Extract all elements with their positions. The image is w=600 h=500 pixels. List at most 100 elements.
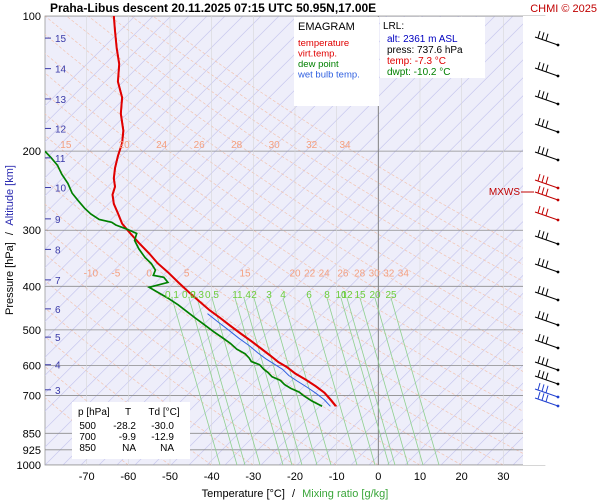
lrl-title: LRL: — [383, 21, 404, 32]
wind-barb-point — [557, 159, 560, 162]
mixing-ratio-label: 1.4 — [237, 290, 251, 301]
wind-barb-point — [557, 219, 560, 222]
grid-annotation: 30 — [269, 140, 281, 151]
grid-annotation: 32 — [383, 268, 395, 279]
grid-annotation: 30 — [369, 268, 381, 279]
mxws-label: MXWS — [489, 187, 520, 198]
table-cell: 700 — [79, 432, 96, 443]
legend-item: temperature — [298, 38, 349, 49]
grid-annotation: 22 — [304, 268, 316, 279]
table-cell: NA — [160, 443, 174, 454]
lrl-press: press: 737.6 hPa — [387, 45, 463, 56]
temperature-ticks: -70 -60 -50 -40 -30 -20 -10 0 10 20 30 — [79, 471, 510, 483]
pressure-tick-label: 300 — [23, 225, 41, 237]
grid-annotation: 24 — [319, 268, 331, 279]
grid-annotation: 15 — [60, 140, 72, 151]
pressure-tick-label: 925 — [23, 445, 41, 457]
grid-annotation: 34 — [339, 140, 351, 151]
lrl-alt: alt: 2361 m ASL — [387, 34, 458, 45]
lrl-panel: LRL: alt: 2361 m ASL press: 737.6 hPa te… — [380, 17, 485, 78]
pressure-tick-label: 1000 — [17, 460, 41, 472]
pressure-tick-label: 400 — [23, 281, 41, 293]
wind-barb-point — [557, 187, 560, 190]
legend-item: wet bulb temp. — [297, 70, 360, 81]
table-header-td: Td [°C] — [148, 407, 179, 418]
altitude-tick-label: 5 — [55, 333, 61, 344]
table-cell: -30.0 — [151, 421, 174, 432]
altitude-tick-label: 15 — [55, 34, 67, 45]
altitude-tick-label: 7 — [55, 276, 61, 287]
data-table: p [hPa] T Td [°C] 500 -28.2 -30.0700 -9.9 -1… — [72, 402, 190, 459]
pressure-tick-label: 100 — [23, 11, 41, 23]
mixing-ratio-label: 8 — [324, 290, 330, 301]
wind-barb-point — [557, 369, 560, 372]
mixing-ratio-label: 2 — [251, 290, 257, 301]
chart-title: Praha-Libus descent 20.11.2025 07:15 UTC… — [50, 1, 376, 15]
altitude-tick-label: 11 — [55, 154, 66, 165]
table-cell: -12.9 — [151, 432, 174, 443]
altitude-tick-label: 6 — [55, 305, 61, 316]
mixing-ratio-label: 6 — [306, 290, 312, 301]
wind-barb-point — [557, 75, 560, 78]
wind-barb-point — [557, 405, 560, 408]
background-grid-line — [567, 16, 600, 465]
grid-annotation: -10 — [84, 268, 99, 279]
legend-item: dew point — [298, 59, 339, 70]
grid-annotation: 20 — [119, 140, 131, 151]
table-cell: 850 — [79, 443, 96, 454]
wind-barb-point — [557, 383, 560, 386]
temperature-tick-label: 20 — [456, 471, 468, 483]
wind-barbs — [523, 16, 565, 465]
altitude-tick-label: 3 — [55, 386, 61, 397]
mixing-ratio-labels: 0.1 0.20.3 0.5 1 1.4 2 3 4 6 8 1012 15 20 25 — [165, 290, 397, 301]
grid-annotation: 5 — [184, 268, 190, 279]
temperature-tick-label: -60 — [120, 471, 136, 483]
table-header-t: T — [125, 407, 131, 418]
x-axis-title: Temperature [°C] / Mixing ratio [g/kg] — [202, 488, 389, 500]
temperature-tick-label: 0 — [375, 471, 381, 483]
table-cell: NA — [122, 443, 136, 454]
grid-annotation: 0 — [146, 268, 152, 279]
altitude-tick-label: 13 — [55, 95, 67, 106]
wind-barb-point — [557, 271, 560, 274]
wind-barb-point — [557, 199, 560, 202]
mixing-ratio-label: 4 — [280, 290, 286, 301]
wind-barb-point — [557, 243, 560, 246]
temperature-tick-label: -20 — [287, 471, 303, 483]
temperature-tick-label: -30 — [245, 471, 261, 483]
wind-barb-point — [557, 299, 560, 302]
pressure-tick-label: 200 — [23, 146, 41, 158]
grid-annotation: 15 — [239, 268, 251, 279]
mixing-ratio-label: 0.3 — [190, 290, 204, 301]
credit-text: CHMI © 2025 — [530, 3, 597, 15]
grid-annotation: 26 — [194, 140, 206, 151]
pressure-tick-label: 850 — [23, 428, 41, 440]
grid-annotation: 28 — [231, 140, 243, 151]
altitude-tick-label: 9 — [55, 215, 61, 226]
legend-title: EMAGRAM — [298, 21, 355, 33]
mixing-ratio-label: 0.5 — [205, 290, 219, 301]
wind-barb-point — [557, 131, 560, 134]
grid-annotation: 32 — [306, 140, 318, 151]
wind-barb-point — [557, 44, 560, 47]
temperature-tick-label: -50 — [162, 471, 178, 483]
grid-annotation: 34 — [398, 268, 410, 279]
altitude-tick-label: 14 — [55, 65, 67, 76]
pressure-tick-label: 500 — [23, 325, 41, 337]
table-cell: 500 — [79, 421, 96, 432]
wind-barb-point — [557, 396, 560, 399]
temperature-tick-label: -40 — [204, 471, 220, 483]
lrl-dwpt: dwpt: -10.2 °C — [387, 67, 450, 78]
altitude-tick-label: 8 — [55, 245, 61, 256]
mixing-ratio-label: 20 — [369, 290, 381, 301]
grid-annotation: 20 — [289, 268, 301, 279]
wind-barb-point — [557, 103, 560, 106]
background-grid-line — [585, 16, 600, 465]
lrl-temp: temp: -7.3 °C — [387, 56, 446, 67]
temperature-tick-label: -10 — [329, 471, 345, 483]
wind-barb-point — [557, 347, 560, 350]
altitude-tick-label: 10 — [55, 184, 67, 195]
mixing-ratio-label: 0.1 — [165, 290, 179, 301]
table-header-p: p [hPa] — [78, 407, 110, 418]
